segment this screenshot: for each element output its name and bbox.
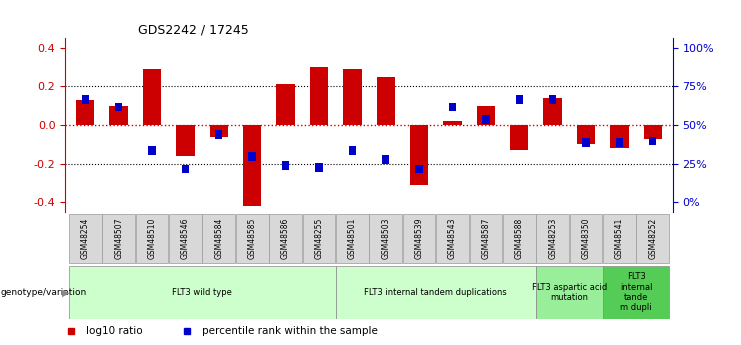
FancyBboxPatch shape bbox=[470, 214, 502, 264]
Bar bbox=[543, 98, 562, 125]
Text: GSM48585: GSM48585 bbox=[247, 217, 256, 259]
Bar bbox=[510, 125, 528, 150]
Text: GSM48587: GSM48587 bbox=[482, 217, 491, 259]
Text: FLT3 aspartic acid
mutation: FLT3 aspartic acid mutation bbox=[532, 283, 607, 302]
Text: GSM48588: GSM48588 bbox=[515, 217, 524, 259]
FancyBboxPatch shape bbox=[269, 214, 302, 264]
Text: GSM48546: GSM48546 bbox=[181, 217, 190, 259]
Bar bbox=[416, 165, 423, 173]
FancyBboxPatch shape bbox=[603, 214, 636, 264]
Bar bbox=[310, 67, 328, 125]
FancyBboxPatch shape bbox=[236, 214, 268, 264]
Bar bbox=[210, 125, 228, 137]
Bar bbox=[315, 163, 322, 172]
Bar bbox=[115, 102, 122, 111]
Text: FLT3 wild type: FLT3 wild type bbox=[172, 288, 232, 297]
Text: GSM48501: GSM48501 bbox=[348, 217, 357, 259]
Bar bbox=[582, 138, 590, 147]
FancyBboxPatch shape bbox=[602, 266, 669, 318]
Bar bbox=[576, 125, 595, 145]
Text: GSM48510: GSM48510 bbox=[147, 217, 156, 259]
Text: log10 ratio: log10 ratio bbox=[87, 326, 143, 336]
FancyBboxPatch shape bbox=[536, 266, 602, 318]
Text: GSM48503: GSM48503 bbox=[381, 217, 391, 259]
FancyBboxPatch shape bbox=[369, 214, 402, 264]
Bar bbox=[616, 138, 623, 147]
Text: FLT3
internal
tande
m dupli: FLT3 internal tande m dupli bbox=[620, 272, 652, 313]
FancyBboxPatch shape bbox=[503, 214, 536, 264]
FancyBboxPatch shape bbox=[570, 214, 602, 264]
Bar bbox=[110, 106, 127, 125]
Text: GSM48584: GSM48584 bbox=[214, 217, 223, 259]
Bar bbox=[449, 102, 456, 111]
Text: ▶: ▶ bbox=[62, 287, 69, 297]
Text: GSM48539: GSM48539 bbox=[415, 217, 424, 259]
Bar bbox=[482, 115, 490, 124]
FancyBboxPatch shape bbox=[336, 214, 369, 264]
Bar bbox=[215, 130, 222, 139]
Bar bbox=[182, 165, 189, 173]
Bar bbox=[549, 95, 556, 104]
Text: GSM48586: GSM48586 bbox=[281, 217, 290, 259]
Text: GSM48252: GSM48252 bbox=[648, 217, 657, 259]
Bar bbox=[611, 125, 628, 148]
FancyBboxPatch shape bbox=[136, 214, 168, 264]
Bar bbox=[382, 155, 389, 164]
FancyBboxPatch shape bbox=[169, 214, 202, 264]
Text: GSM48543: GSM48543 bbox=[448, 217, 457, 259]
Bar bbox=[649, 137, 657, 145]
FancyBboxPatch shape bbox=[336, 266, 536, 318]
Bar bbox=[516, 95, 523, 104]
Bar bbox=[443, 121, 462, 125]
Text: GSM48541: GSM48541 bbox=[615, 217, 624, 259]
Bar bbox=[248, 152, 256, 161]
Text: GSM48350: GSM48350 bbox=[582, 217, 591, 259]
FancyBboxPatch shape bbox=[202, 214, 235, 264]
Bar bbox=[644, 125, 662, 139]
FancyBboxPatch shape bbox=[436, 214, 469, 264]
Text: GSM48255: GSM48255 bbox=[314, 217, 323, 259]
FancyBboxPatch shape bbox=[102, 214, 135, 264]
Bar bbox=[276, 85, 295, 125]
Text: GSM48254: GSM48254 bbox=[81, 217, 90, 259]
Bar bbox=[410, 125, 428, 185]
FancyBboxPatch shape bbox=[536, 214, 569, 264]
Bar bbox=[476, 106, 495, 125]
Text: FLT3 internal tandem duplications: FLT3 internal tandem duplications bbox=[365, 288, 507, 297]
Text: GSM48253: GSM48253 bbox=[548, 217, 557, 259]
Bar bbox=[282, 161, 289, 170]
Bar bbox=[76, 100, 94, 125]
Text: genotype/variation: genotype/variation bbox=[1, 288, 87, 297]
FancyBboxPatch shape bbox=[69, 214, 102, 264]
Bar bbox=[376, 77, 395, 125]
FancyBboxPatch shape bbox=[403, 214, 436, 264]
Text: percentile rank within the sample: percentile rank within the sample bbox=[202, 326, 378, 336]
Bar bbox=[343, 69, 362, 125]
Bar bbox=[143, 69, 162, 125]
Bar bbox=[82, 95, 89, 104]
FancyBboxPatch shape bbox=[637, 214, 669, 264]
FancyBboxPatch shape bbox=[69, 266, 336, 318]
Bar bbox=[148, 146, 156, 155]
Text: GDS2242 / 17245: GDS2242 / 17245 bbox=[138, 24, 249, 37]
FancyBboxPatch shape bbox=[302, 214, 335, 264]
Bar bbox=[243, 125, 262, 206]
Bar bbox=[176, 125, 195, 156]
Text: GSM48507: GSM48507 bbox=[114, 217, 123, 259]
Bar bbox=[349, 146, 356, 155]
